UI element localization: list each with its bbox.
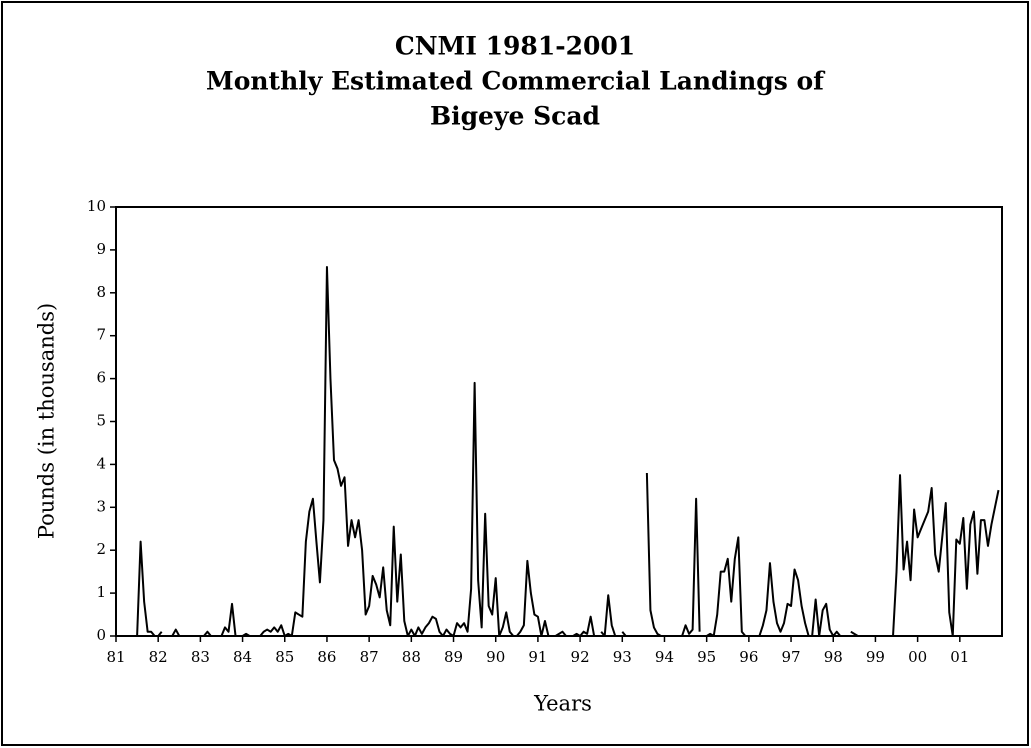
y-tick-label: 9 [96, 240, 106, 258]
x-axis-label: Years [533, 692, 592, 716]
x-tick-label: 88 [402, 648, 421, 666]
x-tick-label: 01 [950, 648, 969, 666]
x-tick-label: 82 [149, 648, 168, 666]
x-tick-label: 97 [782, 648, 801, 666]
x-tick-label: 85 [275, 648, 294, 666]
x-tick-label: 84 [233, 648, 252, 666]
y-tick-label: 8 [96, 283, 106, 301]
chart-title: Monthly Estimated Commercial Landings of [206, 67, 826, 96]
x-tick-label: 87 [360, 648, 379, 666]
y-tick-label: 5 [96, 412, 106, 430]
x-tick-label: 98 [824, 648, 843, 666]
x-tick-label: 00 [908, 648, 927, 666]
x-tick-label: 83 [191, 648, 210, 666]
chart-title: CNMI 1981-2001 [395, 32, 635, 61]
data-line [136, 266, 1000, 637]
y-tick-label: 0 [96, 626, 106, 644]
x-tick-label: 95 [697, 648, 716, 666]
x-tick-label: 90 [486, 648, 505, 666]
x-tick-label: 91 [528, 648, 547, 666]
y-tick-label: 7 [96, 326, 106, 344]
y-tick-label: 1 [96, 583, 106, 601]
x-tick-label: 86 [317, 648, 336, 666]
y-tick-label: 2 [96, 540, 106, 558]
chart-title: Bigeye Scad [430, 102, 600, 131]
x-tick-label: 81 [106, 648, 125, 666]
x-tick-label: 92 [571, 648, 590, 666]
y-tick-label: 10 [87, 197, 106, 215]
x-tick-label: 93 [613, 648, 632, 666]
x-tick-label: 94 [655, 648, 674, 666]
y-tick-label: 3 [96, 497, 106, 515]
y-tick-label: 4 [96, 454, 106, 472]
y-tick-label: 6 [96, 369, 106, 387]
x-tick-label: 99 [866, 648, 885, 666]
x-tick-label: 96 [739, 648, 758, 666]
x-tick-label: 89 [444, 648, 463, 666]
y-axis-label: Pounds (in thousands) [35, 303, 59, 539]
plot-frame [115, 206, 1003, 637]
